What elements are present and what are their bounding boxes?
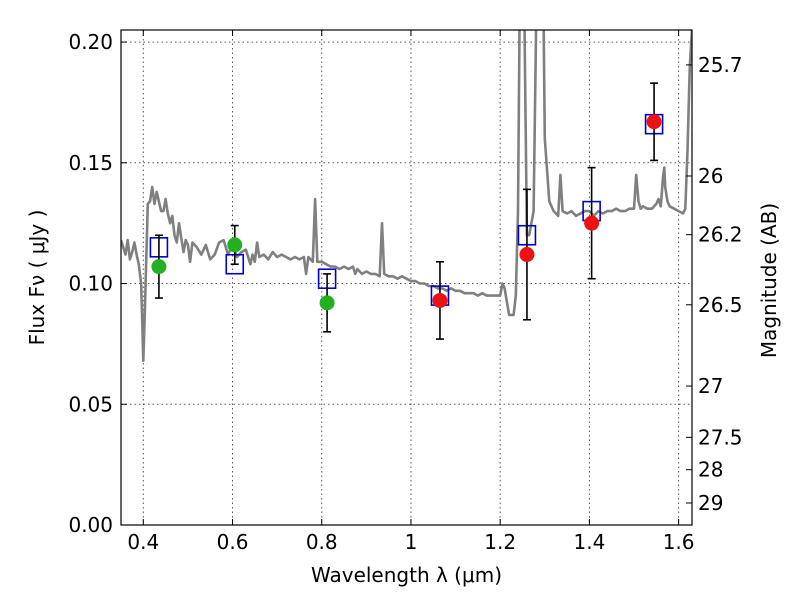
right-tick-label: 27 <box>698 374 723 398</box>
data-point-red <box>646 114 662 130</box>
data-point-green <box>151 259 167 275</box>
spectrum-line <box>121 30 692 363</box>
data-point-red <box>584 215 600 231</box>
x-tick-label: 1 <box>405 530 418 554</box>
y-axis-label-right: Magnitude (AB) <box>757 203 781 358</box>
right-tick-label: 26.5 <box>698 293 743 317</box>
plot-frame <box>120 29 693 526</box>
x-tick-label: 1.2 <box>484 530 516 554</box>
y-tick-label: 0.05 <box>68 392 113 416</box>
x-tick-label: 0.4 <box>127 530 159 554</box>
axis-labels: 0.4 0.6 0.8 1 1.2 1.4 1.6 0.00 0.05 0.10 0.15 0.20 2… <box>25 30 781 587</box>
right-tick-label: 25.7 <box>698 53 743 77</box>
grid <box>121 30 692 526</box>
y-tick-label: 0.15 <box>68 151 113 175</box>
right-tick-label: 27.5 <box>698 425 743 449</box>
y-axis-label: Flux Fν ( μJy ) <box>25 210 49 346</box>
plot-area <box>121 30 692 363</box>
y-tick-label: 0.00 <box>68 513 113 537</box>
data-point-green <box>227 237 243 253</box>
data-point-red <box>519 247 535 263</box>
y-tick-label: 0.20 <box>68 30 113 54</box>
right-tick-label: 28 <box>698 458 723 482</box>
x-tick-label: 0.8 <box>306 530 338 554</box>
right-tick-label: 26.2 <box>698 223 743 247</box>
x-tick-label: 1.4 <box>573 530 605 554</box>
axes <box>120 29 693 526</box>
data-point-red <box>432 292 448 308</box>
x-axis-label: Wavelength λ (μm) <box>311 563 502 587</box>
data-point-green <box>319 295 335 311</box>
x-tick-label: 1.6 <box>663 530 695 554</box>
y-tick-label: 0.10 <box>68 272 113 296</box>
right-tick-label: 29 <box>698 491 723 515</box>
right-tick-label: 26 <box>698 164 723 188</box>
x-tick-label: 0.6 <box>217 530 249 554</box>
